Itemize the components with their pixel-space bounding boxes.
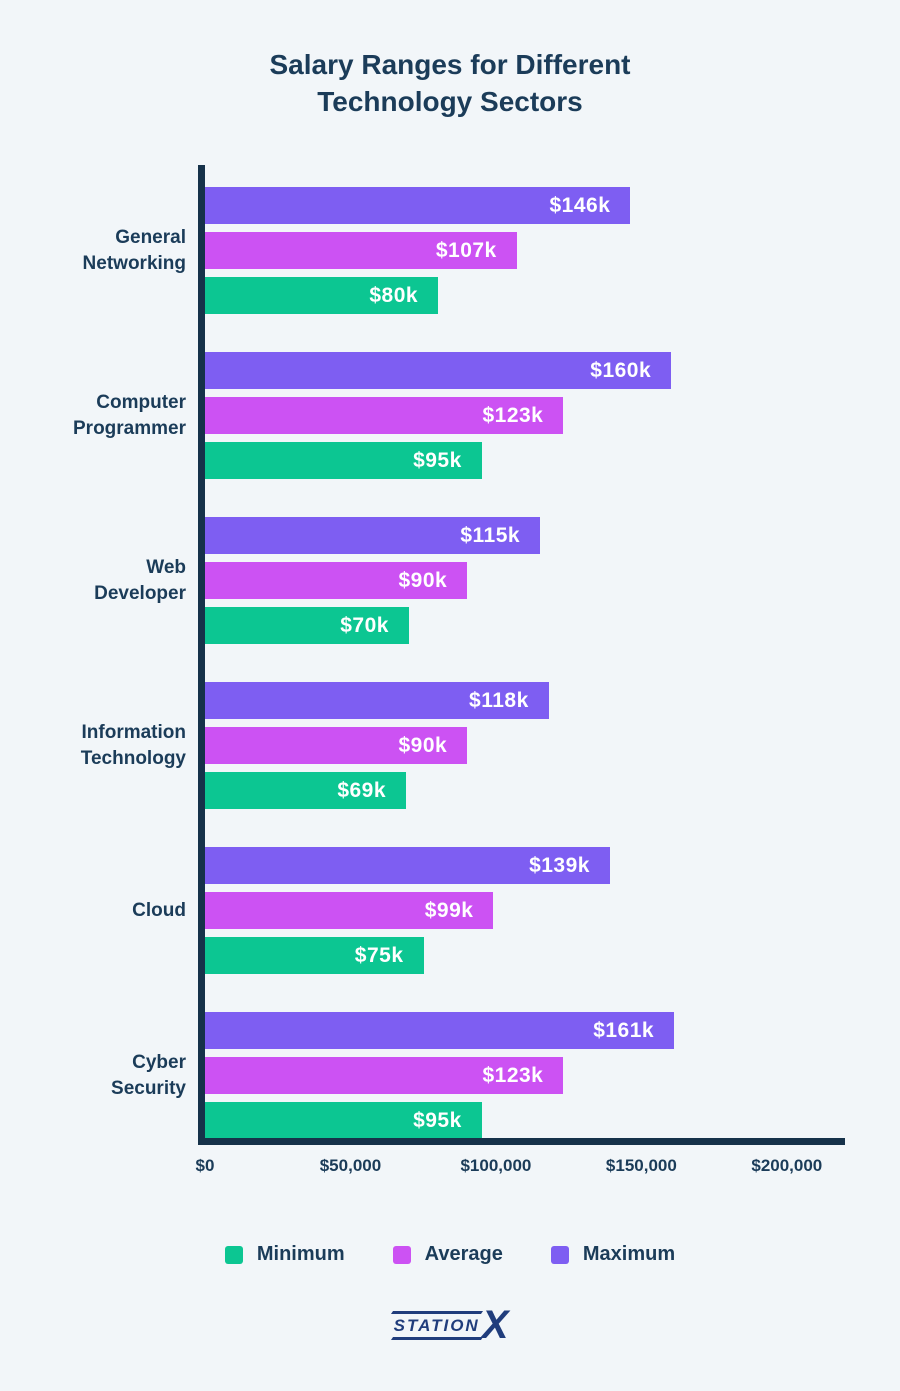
- category-group: Information Technology $118k $90k $69k: [0, 682, 846, 809]
- bar-value-label: $118k: [469, 688, 529, 712]
- bar-value-label: $161k: [593, 1018, 655, 1042]
- legend-label: Maximum: [582, 1243, 676, 1265]
- bar-minimum: $95k: [205, 1102, 482, 1139]
- bar-average: $123k: [205, 1057, 564, 1094]
- bar-value-label: $75k: [354, 943, 404, 967]
- category-label: Information Technology: [80, 721, 186, 769]
- x-tick-label: $200,000: [751, 1156, 823, 1175]
- category-group: Cyber Security $161k $123k $95k: [0, 1012, 846, 1139]
- bar-maximum: $161k: [205, 1012, 675, 1049]
- category-bars: $146k $107k $80k: [205, 187, 846, 314]
- bar-value-label: $146k: [549, 193, 611, 217]
- category-label: Web Developer: [94, 556, 186, 604]
- category-group: Computer Programmer $160k $123k $95k: [0, 352, 846, 479]
- bar-maximum: $139k: [205, 847, 610, 884]
- bar-groups: General Networking $146k $107k $80k Computer…: [0, 165, 846, 1139]
- category-bars: $160k $123k $95k: [205, 352, 846, 479]
- bar-value-label: $123k: [482, 1063, 544, 1087]
- bar-value-label: $90k: [398, 733, 448, 757]
- legend-item-minimum: Minimum: [224, 1243, 345, 1266]
- category-label: General Networking: [82, 226, 186, 274]
- x-tick-label: $150,000: [605, 1156, 677, 1175]
- bar-minimum: $70k: [205, 607, 409, 644]
- bar-average: $90k: [205, 727, 468, 764]
- bar-value-label: $115k: [460, 523, 521, 547]
- category-bars: $139k $99k $75k: [205, 847, 846, 974]
- bar-maximum: $115k: [205, 517, 541, 554]
- bar-value-label: $69k: [337, 778, 387, 802]
- x-tick-label: $100,000: [460, 1156, 532, 1175]
- bar-maximum: $118k: [205, 682, 549, 719]
- bar-value-label: $70k: [340, 613, 389, 637]
- bar-average: $107k: [205, 232, 517, 269]
- legend-swatch-maximum: [550, 1245, 569, 1264]
- legend-swatch-minimum: [224, 1245, 243, 1264]
- chart-title-line2: Technology Sectors: [317, 86, 583, 117]
- bar-value-label: $160k: [590, 358, 652, 382]
- chart-title: Salary Ranges for Different Technology S…: [0, 46, 900, 120]
- category-group: Web Developer $115k $90k $70k: [0, 517, 846, 644]
- legend-item-maximum: Maximum: [550, 1243, 676, 1266]
- bar-average: $90k: [205, 562, 468, 599]
- category-label: Computer Programmer: [73, 391, 186, 439]
- bar-maximum: $160k: [205, 352, 672, 389]
- bar-value-label: $139k: [529, 853, 590, 877]
- footer: STATION X: [0, 1303, 900, 1347]
- legend: Minimum Average Maximum: [0, 1243, 900, 1266]
- bar-minimum: $95k: [205, 442, 482, 479]
- bar-value-label: $107k: [435, 238, 497, 262]
- bar-value-label: $80k: [369, 283, 419, 307]
- category-bars: $115k $90k $70k: [205, 517, 846, 644]
- logo-x-letter: X: [481, 1303, 509, 1347]
- bar-value-label: $90k: [398, 568, 448, 592]
- category-group: Cloud $139k $99k $75k: [0, 847, 846, 974]
- category-label: Cyber Security: [111, 1051, 186, 1099]
- stationx-logo-wordmark: STATION: [390, 1310, 483, 1340]
- legend-swatch-average: [392, 1245, 411, 1264]
- bar-maximum: $146k: [205, 187, 631, 224]
- legend-item-average: Average: [392, 1243, 503, 1266]
- bar-average: $99k: [205, 892, 494, 929]
- bar-average: $123k: [205, 397, 564, 434]
- bar-minimum: $80k: [205, 277, 439, 314]
- legend-label: Average: [424, 1243, 503, 1265]
- x-axis-line: [198, 1138, 845, 1145]
- bar-minimum: $75k: [205, 937, 424, 974]
- x-axis-ticks: $0 $50,000 $100,000 $150,000 $200,000: [196, 1156, 845, 1180]
- legend-label: Minimum: [256, 1243, 345, 1265]
- category-label: Cloud: [132, 899, 186, 921]
- category-bars: $161k $123k $95k: [205, 1012, 846, 1139]
- y-axis-line: [198, 165, 205, 1145]
- x-tick-label: $50,000: [319, 1156, 382, 1175]
- bar-value-label: $123k: [482, 403, 544, 427]
- logo-bottom-line: [390, 1336, 483, 1340]
- x-tick-label: $0: [195, 1156, 215, 1175]
- logo-word: STATION: [393, 1315, 480, 1335]
- bar-value-label: $99k: [424, 898, 474, 922]
- bar-value-label: $95k: [413, 448, 462, 472]
- stationx-logo: STATION X: [390, 1303, 509, 1347]
- logo-top-line: [390, 1310, 483, 1314]
- bar-value-label: $95k: [413, 1108, 462, 1132]
- chart-title-line1: Salary Ranges for Different: [269, 49, 631, 80]
- category-group: General Networking $146k $107k $80k: [0, 187, 846, 314]
- bar-minimum: $69k: [205, 772, 407, 809]
- category-bars: $118k $90k $69k: [205, 682, 846, 809]
